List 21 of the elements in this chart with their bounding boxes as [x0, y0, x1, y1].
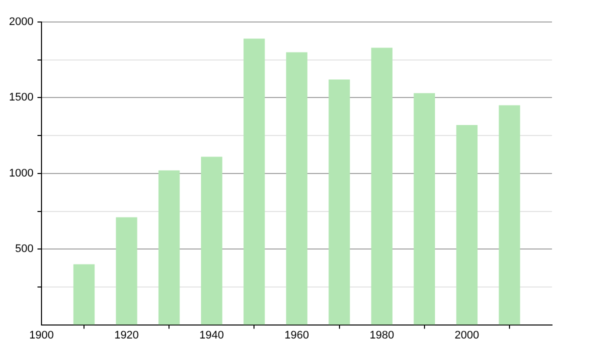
bar	[201, 156, 222, 325]
y-tick-label: 1000	[8, 167, 34, 180]
bar	[116, 217, 138, 325]
bar	[414, 93, 436, 325]
bar	[244, 38, 265, 325]
bar	[456, 124, 478, 325]
y-tick-label: 1500	[8, 92, 34, 104]
x-tick-label: 1960	[284, 329, 309, 342]
y-tick-label: 2000	[8, 16, 34, 28]
x-tick-label: 1940	[199, 329, 224, 342]
bar	[158, 170, 180, 325]
bar	[498, 105, 520, 325]
bar	[73, 264, 95, 325]
bar	[371, 48, 392, 325]
bar	[328, 80, 350, 325]
x-tick-label: 1920	[114, 329, 139, 342]
y-tick-label: 500	[15, 243, 34, 256]
x-tick-label: 1900	[29, 329, 54, 342]
bar	[286, 52, 308, 325]
x-tick-label: 2000	[454, 329, 480, 342]
x-tick-label: 1980	[370, 329, 394, 342]
